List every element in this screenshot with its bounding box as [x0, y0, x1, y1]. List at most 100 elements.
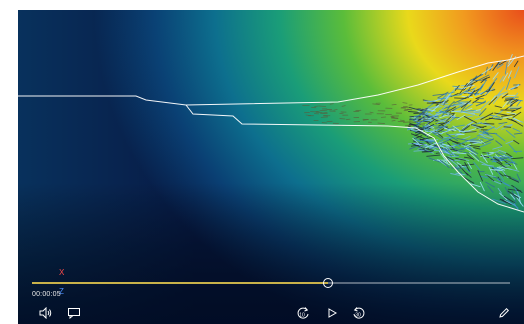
flow-arrow: [499, 151, 511, 158]
flow-arrow: [459, 125, 469, 133]
flow-arrow: [419, 136, 434, 141]
flow-arrow: [484, 87, 495, 96]
flow-arrow: [445, 155, 460, 158]
flow-arrow: [503, 195, 516, 204]
flow-arrow: [488, 96, 498, 106]
flow-arrow: [495, 152, 507, 160]
captions-button[interactable]: [66, 306, 82, 320]
flow-arrow: [505, 159, 518, 165]
flow-arrow: [411, 123, 424, 129]
flow-arrow: [488, 165, 501, 170]
edit-button[interactable]: [496, 306, 512, 320]
flow-arrow: [448, 158, 460, 168]
flow-arrow: [443, 145, 456, 149]
flow-arrow: [480, 86, 492, 96]
flow-arrow: [513, 193, 522, 198]
flow-arrow: [430, 130, 443, 135]
flow-arrow: [423, 119, 432, 121]
flow-arrow: [406, 126, 419, 131]
flow-arrow: [390, 116, 395, 118]
flow-arrow: [462, 84, 475, 89]
flow-arrow: [485, 117, 494, 121]
flow-arrow: [423, 144, 431, 147]
seek-bar[interactable]: [32, 278, 510, 288]
flow-arrow: [481, 163, 495, 167]
flow-arrow: [450, 103, 465, 108]
flow-arrow: [496, 86, 506, 97]
flow-arrow: [492, 61, 500, 71]
flow-arrow: [456, 138, 469, 142]
flow-arrow: [513, 132, 523, 135]
flow-arrow: [464, 103, 473, 110]
flow-arrow: [411, 142, 426, 150]
flow-arrow: [441, 143, 450, 147]
flow-arrow: [511, 190, 517, 204]
rewind-10-button[interactable]: 10: [295, 306, 311, 320]
flow-arrow: [445, 136, 458, 141]
flow-arrow: [503, 174, 512, 178]
flow-arrow: [402, 102, 408, 104]
flow-arrow: [372, 103, 380, 105]
flow-arrow: [461, 144, 470, 149]
flow-arrow: [467, 83, 473, 92]
flow-arrow: [318, 105, 327, 107]
forward-30-button[interactable]: 30: [351, 306, 367, 320]
simulation-visualization: [18, 10, 524, 324]
flow-arrow: [465, 172, 472, 178]
flow-arrow: [498, 166, 512, 170]
flow-arrow: [505, 130, 516, 138]
flow-arrow: [425, 119, 435, 126]
flow-arrow: [443, 160, 451, 166]
flow-arrow: [516, 197, 524, 207]
play-button[interactable]: [324, 306, 340, 320]
flow-arrow: [377, 122, 385, 124]
flow-arrow: [423, 140, 434, 142]
flow-arrow: [341, 105, 346, 107]
flow-arrow: [447, 94, 462, 98]
current-time: 00:00:05: [32, 291, 61, 298]
flow-arrow: [475, 116, 485, 121]
flow-arrow: [432, 93, 447, 96]
flow-arrow: [428, 157, 443, 164]
flow-arrow: [514, 187, 520, 197]
volume-button[interactable]: [38, 306, 54, 320]
flow-arrow: [505, 152, 513, 157]
flow-arrow: [439, 136, 451, 142]
flow-arrow: [447, 133, 462, 136]
flow-arrow: [369, 111, 374, 114]
video-player[interactable]: X Z 00:00:05 10: [18, 10, 524, 324]
flow-arrow: [510, 99, 518, 104]
flow-arrow: [505, 140, 514, 145]
flow-arrow: [461, 163, 475, 167]
flow-arrow: [499, 192, 508, 201]
volume-icon: [39, 307, 52, 319]
flow-arrow: [468, 111, 482, 114]
flow-arrow: [417, 116, 425, 122]
flow-arrow: [469, 79, 476, 85]
flow-arrow: [442, 104, 455, 110]
flow-arrow: [463, 156, 474, 159]
flow-arrow: [506, 98, 512, 105]
flow-arrow: [510, 99, 519, 106]
flow-arrow: [440, 138, 452, 145]
flow-arrow: [422, 120, 431, 123]
seek-thumb[interactable]: [323, 278, 334, 288]
flow-arrow: [504, 61, 508, 75]
flow-arrow: [506, 199, 519, 209]
flow-arrow: [473, 109, 481, 112]
flow-arrow: [504, 98, 515, 102]
flow-arrow: [493, 156, 504, 159]
flow-arrow: [473, 147, 481, 150]
flow-arrow: [512, 111, 522, 118]
flow-arrow: [505, 123, 513, 127]
flow-arrow: [469, 152, 480, 162]
flow-arrow: [440, 159, 450, 169]
flow-arrow: [452, 152, 467, 155]
flow-arrow: [430, 130, 443, 140]
flow-arrow: [496, 161, 509, 170]
flow-arrow: [511, 184, 523, 193]
flow-arrow: [435, 106, 447, 116]
flow-arrow: [496, 63, 504, 69]
flow-arrow: [426, 154, 441, 157]
flow-arrow: [469, 140, 482, 144]
